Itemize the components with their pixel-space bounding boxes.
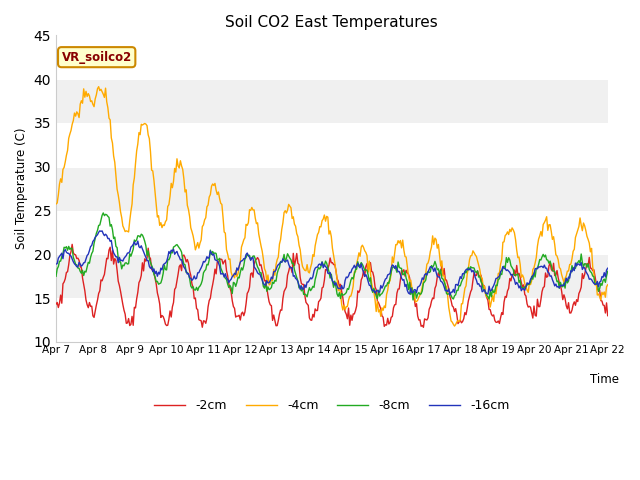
-2cm: [604, 313, 612, 319]
X-axis label: Time: Time: [589, 372, 619, 385]
-8cm: [409, 297, 417, 303]
-2cm: [286, 264, 294, 269]
Bar: [56, 79, 608, 123]
Bar: [56, 123, 608, 167]
-4cm: [604, 282, 612, 288]
-16cm: [52, 261, 60, 267]
Bar: [56, 211, 608, 254]
Bar: [56, 167, 608, 211]
Line: -4cm: -4cm: [56, 87, 608, 326]
-8cm: [225, 285, 232, 290]
-8cm: [286, 255, 294, 261]
-4cm: [225, 256, 232, 262]
Line: -2cm: -2cm: [56, 244, 608, 327]
-16cm: [388, 262, 396, 268]
-4cm: [460, 293, 468, 299]
Line: -8cm: -8cm: [56, 213, 608, 300]
Line: -16cm: -16cm: [56, 231, 608, 295]
-4cm: [95, 84, 102, 90]
-2cm: [362, 264, 370, 269]
-2cm: [460, 316, 468, 322]
-16cm: [225, 280, 232, 286]
-16cm: [96, 228, 104, 234]
-2cm: [225, 281, 232, 287]
-8cm: [362, 267, 370, 273]
-2cm: [68, 241, 76, 247]
Bar: [56, 298, 608, 342]
Bar: [56, 36, 608, 79]
Y-axis label: Soil Temperature (C): Soil Temperature (C): [15, 128, 28, 250]
-2cm: [52, 301, 60, 307]
-16cm: [556, 285, 563, 291]
Text: VR_soilco2: VR_soilco2: [61, 51, 132, 64]
-2cm: [556, 280, 563, 286]
-8cm: [604, 268, 612, 274]
Legend: -2cm, -4cm, -8cm, -16cm: -2cm, -4cm, -8cm, -16cm: [149, 394, 515, 417]
-8cm: [388, 265, 396, 271]
-4cm: [556, 264, 563, 270]
-8cm: [460, 275, 468, 281]
-16cm: [362, 272, 370, 277]
Bar: [56, 254, 608, 298]
-16cm: [604, 265, 612, 271]
-16cm: [446, 292, 454, 298]
-4cm: [362, 250, 370, 255]
-8cm: [52, 274, 60, 279]
-4cm: [52, 201, 60, 207]
-16cm: [286, 264, 294, 270]
-4cm: [451, 323, 458, 329]
-4cm: [388, 254, 396, 260]
-8cm: [556, 286, 563, 291]
-2cm: [388, 313, 396, 319]
Title: Soil CO2 East Temperatures: Soil CO2 East Temperatures: [225, 15, 438, 30]
-16cm: [460, 271, 468, 277]
-4cm: [286, 204, 294, 209]
-8cm: [99, 210, 107, 216]
-2cm: [420, 324, 428, 330]
